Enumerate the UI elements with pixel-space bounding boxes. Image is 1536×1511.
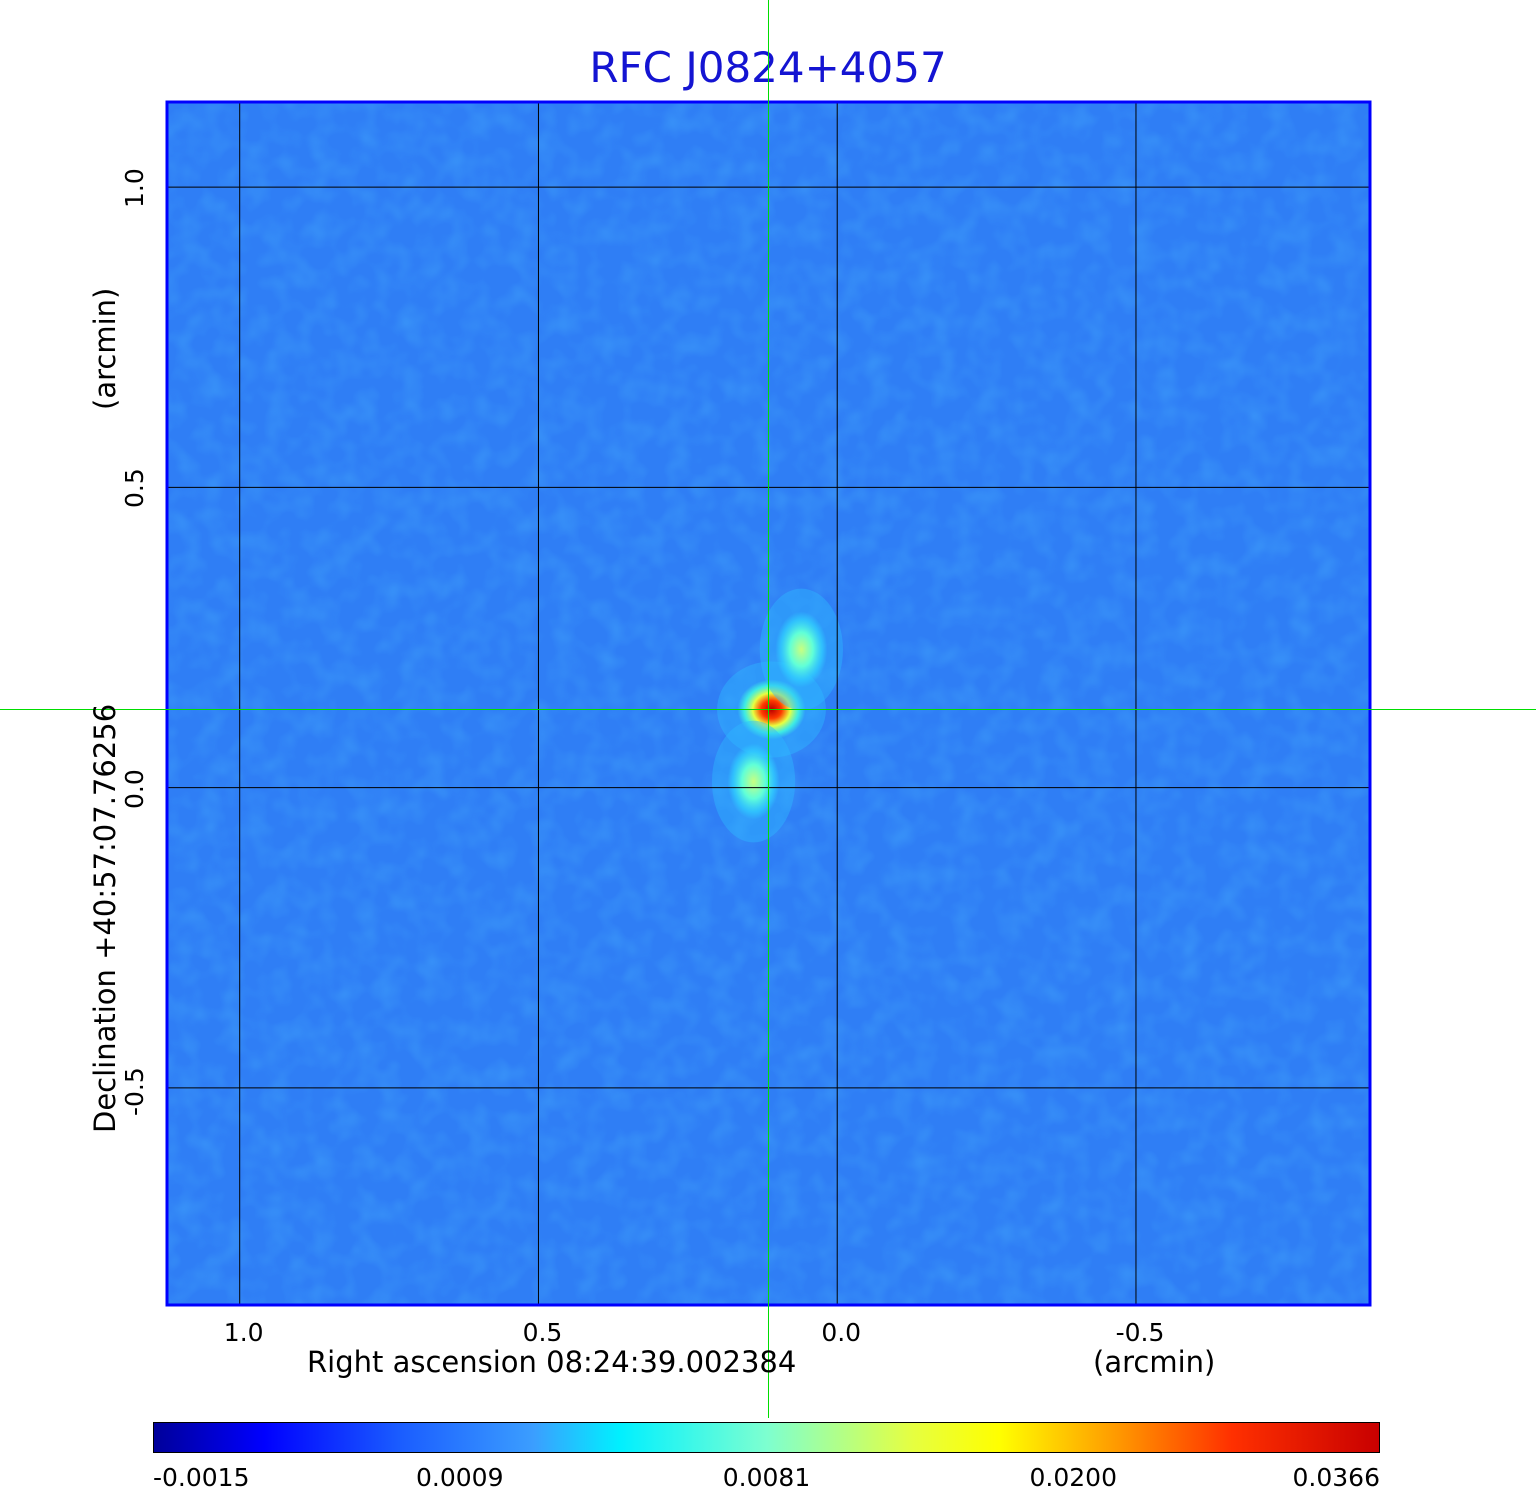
colorbar-tick-label: 0.0200 bbox=[1029, 1463, 1117, 1492]
colorbar bbox=[153, 1422, 1380, 1453]
emission-features bbox=[711, 588, 843, 843]
colorbar-tick-label: 0.0081 bbox=[722, 1463, 811, 1492]
x-tick-label: 1.0 bbox=[223, 1318, 264, 1347]
x-axis-label: Right ascension 08:24:39.002384 bbox=[307, 1345, 797, 1379]
y-tick-label: 1.0 bbox=[120, 168, 149, 209]
x-axis-unit: (arcmin) bbox=[1093, 1345, 1216, 1379]
y-axis-label: Declination +40:57:07.76256 bbox=[88, 703, 122, 1133]
x-tick-label: -0.5 bbox=[1115, 1318, 1165, 1347]
y-tick-label: 0.5 bbox=[120, 468, 149, 509]
colorbar-tick-label: 0.0009 bbox=[416, 1463, 504, 1492]
y-tick-label: 0.0 bbox=[120, 768, 149, 809]
y-axis-unit: (arcmin) bbox=[88, 287, 122, 410]
colorbar-tick-label: -0.0015 bbox=[153, 1463, 250, 1492]
feature-southern-component bbox=[727, 743, 780, 820]
x-tick-label: 0.0 bbox=[821, 1318, 862, 1347]
x-tick-label: 0.5 bbox=[522, 1318, 563, 1347]
y-tick-label: -0.5 bbox=[120, 1067, 149, 1116]
crosshair bbox=[0, 0, 1536, 1418]
feature-northern-component bbox=[775, 611, 828, 688]
colorbar-tick-label: 0.0366 bbox=[1292, 1463, 1380, 1492]
